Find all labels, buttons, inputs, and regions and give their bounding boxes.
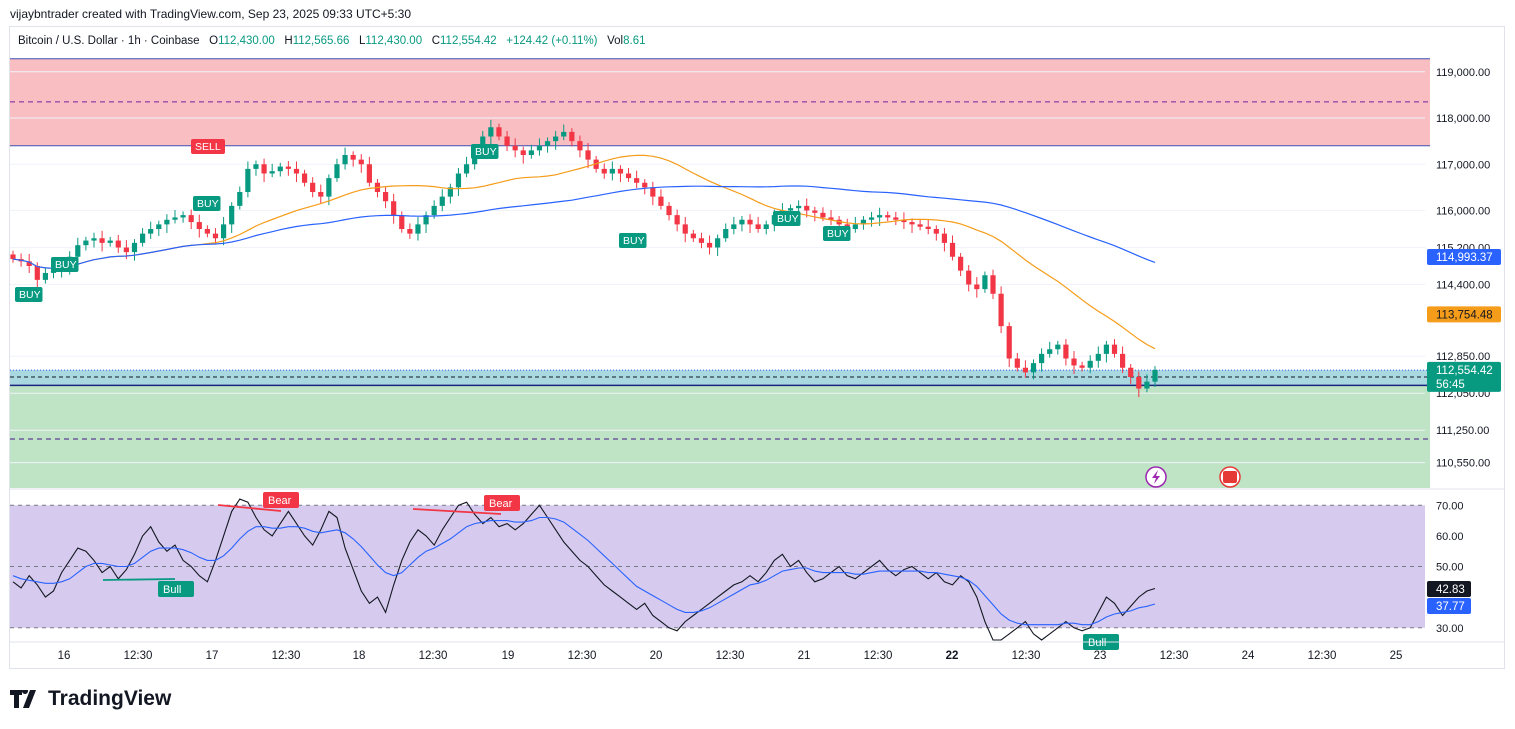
symbol-name: Bitcoin / U.S. Dollar · 1h · Coinbase [18, 35, 200, 47]
low-value: 112,430.00 [365, 35, 423, 47]
brand-name: TradingView [48, 687, 172, 710]
tradingview-logo[interactable]: TradingView [10, 687, 171, 711]
tradingview-logo-icon [10, 690, 36, 708]
low-label: L [358, 35, 366, 47]
high-label: H [284, 35, 293, 47]
chart-frame[interactable] [9, 26, 1505, 669]
change-value: +124.42 (+0.11%) [506, 35, 598, 47]
close-label: C [431, 35, 440, 47]
high-value: 112,565.66 [292, 35, 350, 47]
open-label: O [209, 35, 219, 47]
symbol-legend[interactable]: Bitcoin / U.S. Dollar · 1h · Coinbase O1… [18, 35, 646, 47]
volume-value: 8.61 [623, 35, 646, 47]
open-value: 112,430.00 [218, 35, 275, 47]
close-value: 112,554.42 [440, 35, 497, 47]
volume-label: Vol [607, 35, 624, 47]
attribution-text: vijaybntrader created with TradingView.c… [10, 7, 412, 21]
